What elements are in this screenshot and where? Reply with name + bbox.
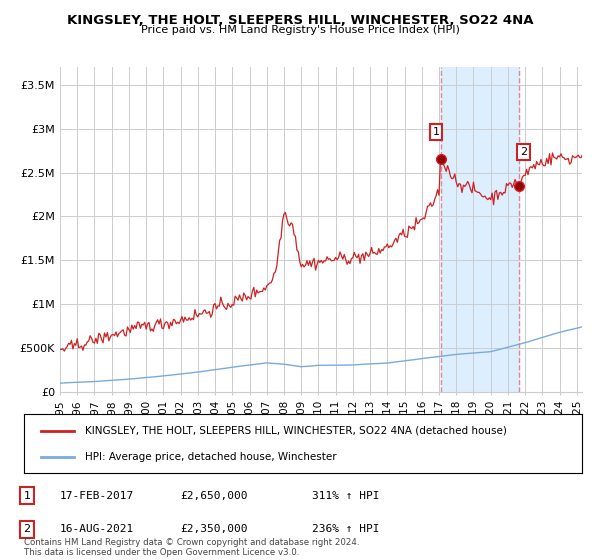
Text: 2: 2	[520, 147, 527, 157]
Text: 1: 1	[23, 491, 31, 501]
Bar	[441, 67, 518, 392]
Text: 236% ↑ HPI: 236% ↑ HPI	[312, 524, 380, 534]
Text: Price paid vs. HM Land Registry's House Price Index (HPI): Price paid vs. HM Land Registry's House …	[140, 25, 460, 35]
Text: KINGSLEY, THE HOLT, SLEEPERS HILL, WINCHESTER, SO22 4NA (detached house): KINGSLEY, THE HOLT, SLEEPERS HILL, WINCH…	[85, 426, 507, 436]
Text: 17-FEB-2017: 17-FEB-2017	[60, 491, 134, 501]
Text: 311% ↑ HPI: 311% ↑ HPI	[312, 491, 380, 501]
Text: 1: 1	[433, 127, 439, 137]
Text: Contains HM Land Registry data © Crown copyright and database right 2024.
This d: Contains HM Land Registry data © Crown c…	[24, 538, 359, 557]
Text: 2: 2	[23, 524, 31, 534]
Text: KINGSLEY, THE HOLT, SLEEPERS HILL, WINCHESTER, SO22 4NA: KINGSLEY, THE HOLT, SLEEPERS HILL, WINCH…	[67, 14, 533, 27]
Text: £2,350,000: £2,350,000	[180, 524, 248, 534]
Text: £2,650,000: £2,650,000	[180, 491, 248, 501]
Text: HPI: Average price, detached house, Winchester: HPI: Average price, detached house, Winc…	[85, 452, 337, 462]
Text: 16-AUG-2021: 16-AUG-2021	[60, 524, 134, 534]
